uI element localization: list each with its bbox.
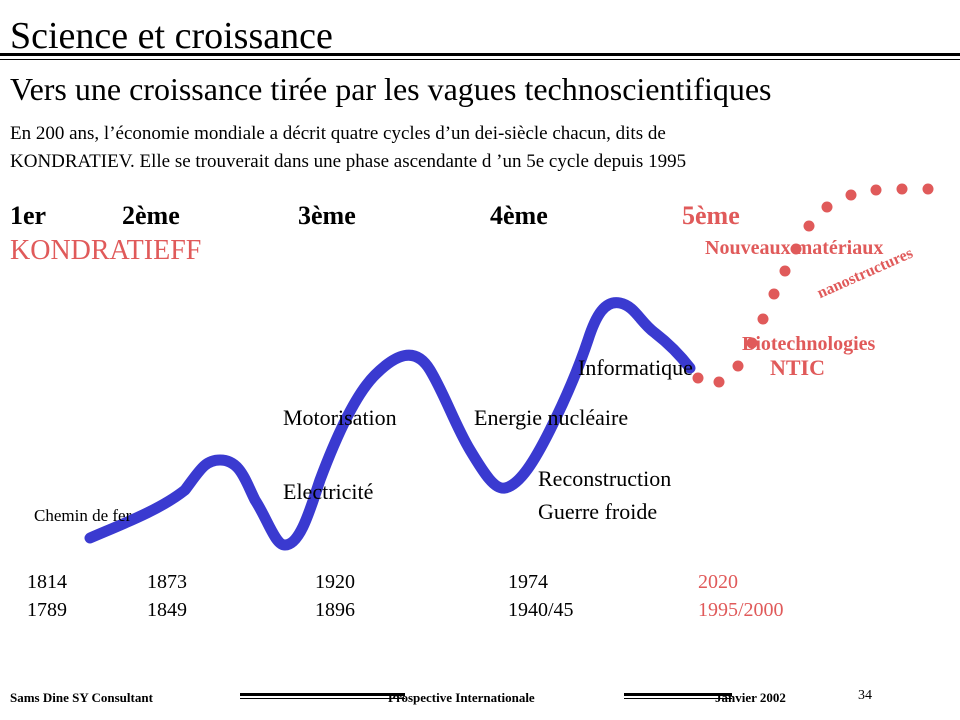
intro-line-1: En 200 ans, l’économie mondiale a décrit… — [10, 123, 666, 144]
footer-rule-right-thin — [624, 698, 732, 699]
year-top-3: 1920 — [315, 571, 355, 593]
year-bottom-2: 1849 — [147, 599, 187, 621]
footer-author: Sams Dine SY Consultant — [10, 690, 153, 705]
label-energie-nucleaire: Energie nucléaire — [474, 405, 629, 430]
footer-date: Janvier 2002 — [715, 690, 786, 705]
label-reconstruction: Reconstruction — [538, 466, 672, 491]
footer-rule-left — [240, 693, 405, 696]
year-top-2: 1873 — [147, 571, 187, 593]
label-electricite: Electricité — [283, 479, 374, 504]
cycle-1-label: 1er — [10, 201, 47, 230]
wave-dot — [768, 288, 780, 300]
wave-dot — [713, 376, 725, 388]
label-nouveaux-materiaux: Nouveaux matériaux — [705, 237, 884, 259]
wave-dot — [803, 220, 815, 232]
wave-dot — [732, 360, 744, 372]
wave-dot — [896, 183, 908, 195]
kondratieff-label: KONDRATIEFF — [10, 235, 202, 266]
title-rule-thin — [0, 59, 960, 60]
wave-dot — [922, 183, 934, 195]
label-ntic: NTIC — [770, 355, 826, 380]
cycle-3-label: 3ème — [298, 201, 356, 230]
label-guerre-froide: Guerre froide — [538, 499, 658, 524]
wave-dot — [779, 265, 791, 277]
label-informatique: Informatique — [578, 355, 693, 380]
wave-dot — [870, 184, 882, 196]
year-bottom-3: 1896 — [315, 599, 355, 621]
page-number: 34 — [858, 688, 872, 703]
label-biotechnologies: Biotechnologies — [742, 333, 876, 355]
wave-dot — [757, 313, 769, 325]
cycle-4-label: 4ème — [490, 201, 548, 230]
title-rule — [0, 53, 960, 56]
wave-dot — [746, 337, 758, 349]
year-top-4: 1974 — [508, 571, 548, 593]
footer-rule-left-thin — [240, 698, 405, 699]
footer-center: Prospective Internationale — [388, 690, 535, 705]
slide-title: Science et croissance — [10, 15, 333, 57]
year-bottom-1: 1789 — [27, 599, 67, 621]
wave-dot — [821, 201, 833, 213]
cycle-5-label: 5ème — [682, 201, 740, 230]
intro-line-2: KONDRATIEV. Elle se trouverait dans une … — [10, 151, 687, 172]
wave-dot — [845, 189, 857, 201]
year-top-5: 2020 — [698, 571, 738, 593]
year-top-1: 1814 — [27, 571, 67, 593]
cycle-2-label: 2ème — [122, 201, 180, 230]
label-motorisation: Motorisation — [283, 405, 397, 430]
wave-dot — [790, 243, 802, 255]
wave-curve — [84, 297, 696, 551]
intro-text: En 200 ans, l’économie mondiale a décrit… — [10, 120, 686, 176]
new-wave-dots — [692, 183, 934, 388]
label-chemin-de-fer: Chemin de fer — [34, 506, 132, 525]
wave-dot — [692, 372, 704, 384]
year-bottom-4: 1940/45 — [508, 599, 574, 621]
slide-subtitle: Vers une croissance tirée par les vagues… — [10, 71, 772, 107]
year-bottom-5: 1995/2000 — [698, 599, 784, 621]
footer-rule-right — [624, 693, 732, 696]
